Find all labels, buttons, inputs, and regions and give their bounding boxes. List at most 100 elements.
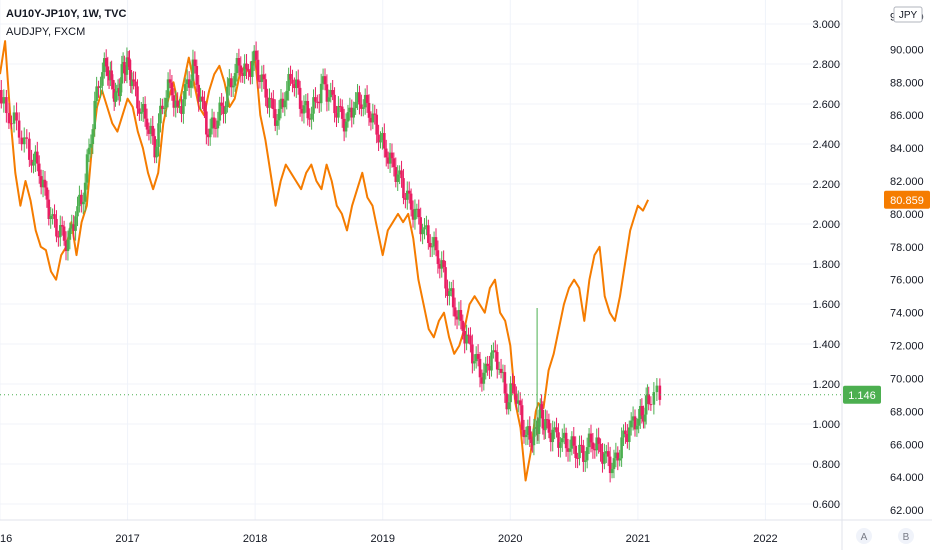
candle-down[interactable] bbox=[342, 118, 346, 132]
candle-up[interactable] bbox=[74, 216, 77, 231]
candle-up[interactable] bbox=[501, 372, 505, 374]
candle-down[interactable] bbox=[205, 111, 208, 135]
candle-up[interactable] bbox=[115, 91, 119, 93]
candle-up[interactable] bbox=[474, 354, 478, 362]
candle-up[interactable] bbox=[371, 113, 375, 123]
candle-up[interactable] bbox=[178, 106, 181, 108]
candle-up[interactable] bbox=[321, 76, 325, 84]
candle-up[interactable] bbox=[638, 406, 642, 419]
candle-up[interactable] bbox=[497, 368, 501, 370]
candle-down[interactable] bbox=[245, 63, 248, 70]
candle-down[interactable] bbox=[170, 82, 174, 96]
candle-down[interactable] bbox=[649, 404, 653, 406]
candle-down[interactable] bbox=[400, 170, 403, 179]
candle-down[interactable] bbox=[624, 430, 627, 434]
candle-down[interactable] bbox=[138, 108, 141, 114]
candle-up[interactable] bbox=[482, 372, 486, 384]
candle-up[interactable] bbox=[66, 239, 70, 252]
candle-down[interactable] bbox=[197, 84, 200, 102]
candle-up[interactable] bbox=[287, 74, 290, 91]
candle-up[interactable] bbox=[610, 469, 614, 474]
candle-up[interactable] bbox=[585, 447, 589, 461]
candle-down[interactable] bbox=[444, 267, 447, 289]
candle-down[interactable] bbox=[434, 237, 438, 251]
candle-down[interactable] bbox=[528, 426, 532, 440]
candle-down[interactable] bbox=[494, 350, 497, 353]
candle-up[interactable] bbox=[310, 113, 313, 120]
candle-up[interactable] bbox=[85, 154, 89, 183]
candle-up[interactable] bbox=[472, 361, 476, 364]
candle-down[interactable] bbox=[291, 79, 294, 84]
candle-up[interactable] bbox=[304, 100, 308, 106]
candle-down[interactable] bbox=[36, 151, 39, 164]
candle-down[interactable] bbox=[132, 79, 135, 82]
candle-up[interactable] bbox=[210, 117, 214, 129]
candle-down[interactable] bbox=[300, 108, 304, 114]
candle-down[interactable] bbox=[37, 163, 41, 177]
candle-down[interactable] bbox=[60, 225, 64, 227]
candle-up[interactable] bbox=[189, 80, 193, 88]
candle-up[interactable] bbox=[524, 434, 528, 438]
auto-scale-button-label[interactable]: A bbox=[861, 532, 868, 543]
candle-up[interactable] bbox=[551, 429, 555, 443]
candle-up[interactable] bbox=[532, 428, 536, 446]
candle-down[interactable] bbox=[640, 406, 644, 416]
candle-up[interactable] bbox=[130, 79, 134, 86]
candle-down[interactable] bbox=[187, 79, 191, 88]
candle-up[interactable] bbox=[570, 436, 574, 449]
candle-down[interactable] bbox=[0, 90, 3, 104]
candle-down[interactable] bbox=[314, 97, 317, 102]
candle-down[interactable] bbox=[392, 158, 396, 168]
candle-up[interactable] bbox=[440, 260, 444, 269]
candle-down[interactable] bbox=[53, 214, 56, 219]
candle-down[interactable] bbox=[518, 400, 522, 406]
candle-down[interactable] bbox=[214, 127, 218, 129]
candle-up[interactable] bbox=[430, 246, 434, 248]
candle-up[interactable] bbox=[363, 94, 367, 108]
candle-down[interactable] bbox=[647, 394, 651, 405]
candle-up[interactable] bbox=[91, 129, 95, 144]
candle-down[interactable] bbox=[626, 433, 629, 442]
candle-up[interactable] bbox=[652, 392, 656, 405]
candle-down[interactable] bbox=[331, 90, 334, 95]
candle-down[interactable] bbox=[411, 209, 415, 220]
candle-down[interactable] bbox=[459, 310, 463, 321]
candle-down[interactable] bbox=[239, 65, 243, 73]
candle-up[interactable] bbox=[637, 418, 640, 426]
candle-up[interactable] bbox=[78, 194, 81, 207]
candle-down[interactable] bbox=[134, 81, 137, 87]
candle-up[interactable] bbox=[49, 215, 53, 219]
candle-down[interactable] bbox=[110, 70, 113, 80]
candle-up[interactable] bbox=[216, 120, 220, 129]
candle-up[interactable] bbox=[191, 59, 195, 81]
candle-up[interactable] bbox=[413, 208, 417, 220]
candle-down[interactable] bbox=[515, 393, 518, 404]
candle-up[interactable] bbox=[2, 97, 6, 104]
candle-down[interactable] bbox=[495, 352, 499, 370]
candle-down[interactable] bbox=[206, 134, 210, 138]
candle-down[interactable] bbox=[442, 260, 445, 268]
candle-down[interactable] bbox=[256, 59, 260, 81]
candle-up[interactable] bbox=[595, 437, 599, 451]
candle-down[interactable] bbox=[126, 57, 130, 59]
candle-up[interactable] bbox=[285, 90, 289, 101]
candle-down[interactable] bbox=[601, 451, 604, 464]
candle-down[interactable] bbox=[606, 451, 610, 457]
candle-down[interactable] bbox=[64, 240, 68, 252]
candle-down[interactable] bbox=[28, 138, 31, 160]
candle-up[interactable] bbox=[228, 78, 231, 87]
candle-down[interactable] bbox=[486, 363, 489, 366]
candle-down[interactable] bbox=[10, 123, 13, 125]
candle-up[interactable] bbox=[164, 97, 168, 108]
candle-down[interactable] bbox=[608, 456, 612, 474]
candle-down[interactable] bbox=[15, 112, 18, 121]
candle-up[interactable] bbox=[268, 98, 271, 108]
candle-down[interactable] bbox=[333, 94, 336, 114]
candle-down[interactable] bbox=[296, 79, 300, 88]
candle-up[interactable] bbox=[302, 105, 306, 114]
candle-down[interactable] bbox=[281, 98, 285, 108]
candle-up[interactable] bbox=[139, 111, 143, 114]
candle-down[interactable] bbox=[237, 58, 241, 66]
candle-down[interactable] bbox=[386, 157, 390, 164]
candle-up[interactable] bbox=[235, 58, 239, 74]
